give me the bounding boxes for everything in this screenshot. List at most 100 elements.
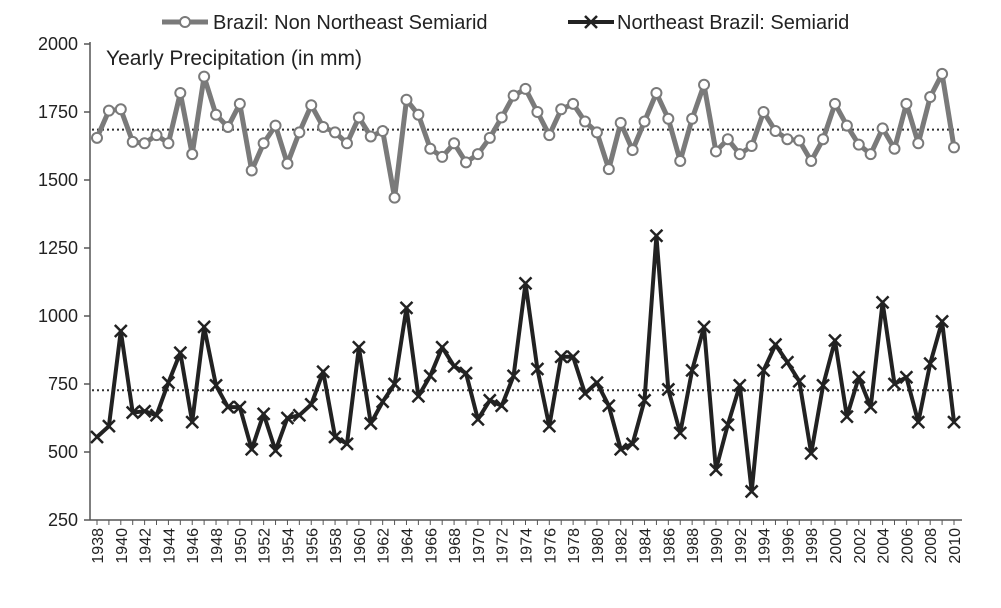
data-point (388, 191, 401, 204)
data-point (256, 407, 271, 421)
data-point (555, 103, 568, 116)
legend: Brazil: Non Northeast Semiarid Northeast… (162, 12, 849, 34)
x-tick-label: 1938 (90, 528, 107, 564)
data-point (637, 393, 652, 408)
x-tick-label: 1984 (638, 528, 655, 564)
data-point (162, 137, 175, 150)
data-point (304, 397, 319, 412)
x-tick-label: 1942 (138, 528, 155, 564)
x-tick-label: 1948 (209, 528, 226, 564)
data-point (650, 86, 663, 99)
x-tick-label: 1986 (661, 528, 678, 564)
data-point (436, 150, 449, 163)
x-tick-label: 1970 (471, 528, 488, 564)
data-point (125, 405, 140, 420)
data-point (531, 106, 544, 118)
data-point (292, 408, 307, 423)
data-point (649, 228, 664, 243)
data-point (638, 115, 651, 128)
data-point (817, 133, 830, 146)
data-point (90, 430, 104, 444)
data-point (268, 443, 283, 458)
data-point (448, 137, 461, 150)
data-point (174, 86, 187, 99)
legend-label-series-1: Brazil: Non Northeast Semiarid (213, 12, 488, 34)
data-point (899, 370, 914, 385)
data-point (543, 129, 556, 142)
x-tick-label: 1962 (376, 528, 393, 564)
data-point (625, 436, 640, 451)
data-point (828, 333, 842, 348)
data-point (340, 436, 354, 451)
data-point (911, 415, 926, 429)
data-point (912, 137, 925, 150)
series-line-2 (95, 233, 956, 494)
data-point (923, 356, 938, 371)
x-tick-label: 1940 (114, 528, 131, 564)
data-point (804, 446, 819, 461)
x-tick-label: 1952 (257, 528, 274, 564)
data-point (257, 137, 270, 150)
data-point (875, 295, 890, 310)
data-point (293, 126, 306, 139)
x-tick-label: 1944 (161, 528, 178, 564)
data-point (506, 368, 521, 383)
data-point (126, 135, 139, 148)
data-point (198, 70, 211, 83)
x-tick-label: 1994 (757, 528, 774, 564)
data-point (495, 111, 508, 124)
y-tick-label: 1000 (38, 306, 78, 326)
data-point (317, 120, 330, 133)
data-point (756, 363, 771, 378)
y-tick-label: 250 (48, 510, 78, 530)
x-tick-label: 2008 (923, 528, 940, 564)
data-point (173, 345, 188, 360)
x-tick-label: 1990 (709, 528, 726, 564)
x-tick-label: 2004 (876, 528, 893, 564)
x-tick-label: 1974 (519, 528, 536, 564)
x-tick-label: 2006 (899, 528, 916, 564)
data-point (793, 134, 806, 147)
data-point (459, 366, 473, 381)
data-point (102, 104, 115, 117)
series-1 (91, 67, 960, 204)
x-tick-label: 1982 (614, 528, 631, 564)
data-point (221, 400, 235, 415)
data-point (590, 375, 604, 390)
data-point (851, 370, 866, 385)
data-point (686, 112, 699, 125)
data-point (518, 276, 533, 291)
data-point (375, 394, 390, 409)
data-point (709, 145, 722, 158)
y-tick-label: 750 (48, 374, 78, 394)
x-tick-label: 1964 (399, 528, 416, 564)
x-tick-label: 1956 (304, 528, 321, 564)
data-point (102, 419, 116, 434)
data-point (244, 442, 259, 457)
data-point (626, 144, 639, 157)
data-point (745, 140, 758, 152)
data-point (113, 324, 128, 338)
y-tick-label: 1250 (38, 238, 78, 258)
data-point (471, 412, 485, 427)
chart-title: Yearly Precipitation (in mm) (106, 47, 362, 70)
x-tick-labels: 1938 1940 1942 1944 1946 1948 1950 1952 1954 1956… (90, 528, 964, 564)
data-point (424, 142, 437, 155)
data-point (351, 340, 366, 355)
data-point (281, 157, 294, 170)
data-point (197, 319, 212, 334)
data-point (423, 368, 438, 383)
data-point (769, 125, 782, 138)
data-point (828, 97, 841, 110)
data-point (709, 462, 723, 477)
y-tick-labels: 250 500 750 1000 1250 1500 1750 2000 (38, 34, 78, 530)
data-point (887, 377, 902, 391)
data-point (947, 415, 961, 429)
data-point (839, 409, 854, 424)
data-point (732, 378, 747, 393)
data-point (387, 377, 402, 391)
data-point (149, 408, 164, 423)
y-tick-label: 500 (48, 442, 78, 462)
data-point (542, 419, 557, 434)
